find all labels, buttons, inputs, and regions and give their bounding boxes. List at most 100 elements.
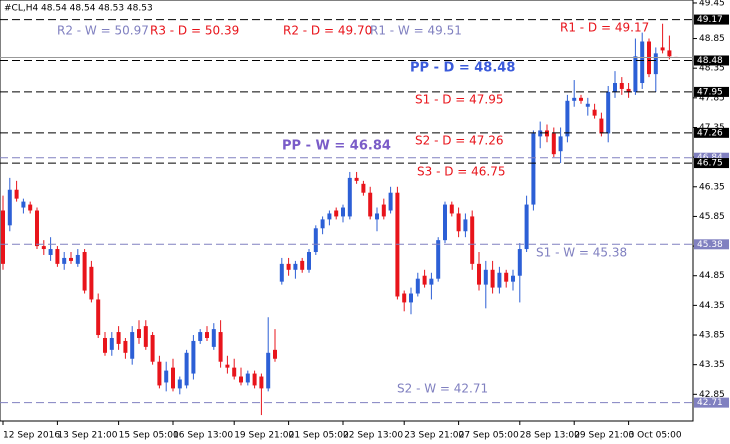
candle-body xyxy=(585,103,590,107)
candle-body xyxy=(456,213,461,232)
candle-body xyxy=(347,177,352,217)
y-tick-label: 44.35 xyxy=(699,301,725,311)
candle-body xyxy=(286,263,291,270)
level-label: R1 - D = 49.17 xyxy=(560,21,649,35)
level-box xyxy=(694,55,729,66)
candle-body xyxy=(130,332,135,359)
chart-header: #CL,H4 48.54 48.54 48.53 48.53 xyxy=(4,4,153,14)
candle-body xyxy=(361,183,366,193)
level-box xyxy=(694,152,729,163)
level-label: S2 - W = 42.71 xyxy=(397,382,488,396)
level-label: S2 - D = 47.26 xyxy=(415,134,504,148)
x-tick-label: 12 Sep 2016 xyxy=(3,431,60,441)
candle-body xyxy=(259,376,264,389)
candle-body xyxy=(409,293,413,303)
candle-body xyxy=(150,335,155,362)
level-value: 47.95 xyxy=(697,87,723,97)
candle-body xyxy=(137,329,141,338)
level-box xyxy=(694,14,729,25)
candle-body xyxy=(415,278,420,294)
candle-body xyxy=(171,367,175,389)
level-box xyxy=(694,158,729,169)
y-tick-label: 42.85 xyxy=(699,390,725,400)
candle-body xyxy=(177,379,182,389)
candle-body xyxy=(205,332,209,338)
candle-body xyxy=(524,204,529,250)
level-label: PP - W = 46.84 xyxy=(282,139,391,154)
level-label: R2 - D = 49.70 xyxy=(283,24,372,38)
candle-body xyxy=(143,326,148,347)
candle-body xyxy=(531,133,536,205)
candle-body xyxy=(517,249,522,276)
y-tick-label: 43.35 xyxy=(699,360,725,370)
candle-body xyxy=(443,204,447,241)
candle-body xyxy=(109,337,114,350)
candle-body xyxy=(483,269,488,285)
candle-body xyxy=(273,349,277,359)
candle-body xyxy=(313,228,318,253)
candle-body xyxy=(69,257,73,261)
x-tick-label: 21 Sep 05:00 xyxy=(289,431,349,441)
candle-body xyxy=(334,210,339,217)
candle-body xyxy=(198,332,203,341)
candle-body xyxy=(354,177,359,181)
candle-body xyxy=(293,263,298,270)
candle-body xyxy=(103,337,107,353)
candle-body xyxy=(660,47,665,51)
x-tick-label: 29 Sep 21:00 xyxy=(574,431,634,441)
y-tick-label: 48.85 xyxy=(699,34,725,44)
candle-body xyxy=(62,257,67,264)
candle-body xyxy=(211,329,216,347)
candle-body xyxy=(116,332,121,344)
candle-body xyxy=(477,263,481,285)
candle-body xyxy=(599,118,604,134)
level-box xyxy=(694,127,729,138)
level-value: 48.48 xyxy=(697,56,723,66)
x-tick-label: 3 Oct 05:00 xyxy=(629,431,682,441)
x-tick-label: 27 Sep 05:00 xyxy=(459,431,519,441)
candle-body xyxy=(96,299,101,336)
candle-body xyxy=(463,219,468,232)
candle-body xyxy=(449,204,454,214)
y-tick-label: 43.85 xyxy=(699,331,725,341)
candle-body xyxy=(606,91,611,134)
x-tick-label: 28 Sep 13:00 xyxy=(520,431,580,441)
candle-body xyxy=(164,370,169,383)
y-tick-label: 49.45 xyxy=(699,0,725,8)
candle-body xyxy=(490,269,495,288)
candle-body xyxy=(21,201,26,208)
x-tick-label: 16 Sep 13:00 xyxy=(173,431,233,441)
candle-body xyxy=(35,210,39,247)
candle-body xyxy=(375,213,379,220)
level-value: 45.38 xyxy=(697,240,723,250)
x-tick-label: 23 Sep 21:00 xyxy=(404,431,464,441)
candle-body xyxy=(245,373,250,383)
candle-body xyxy=(225,364,230,368)
x-tick-label: 13 Sep 21:00 xyxy=(57,431,117,441)
level-label: R3 - D = 50.39 xyxy=(150,24,239,38)
level-label: R1 - W = 49.51 xyxy=(370,24,462,38)
level-value: 47.26 xyxy=(697,128,723,138)
candle-body xyxy=(157,361,162,386)
level-box xyxy=(694,239,729,250)
candle-body xyxy=(497,272,502,288)
candle-body xyxy=(232,367,237,377)
x-tick-label: 15 Sep 05:00 xyxy=(119,431,179,441)
level-value: 46.75 xyxy=(697,159,723,169)
candle-body xyxy=(239,376,243,383)
candle-body xyxy=(75,254,80,264)
candle-body xyxy=(470,216,475,264)
candle-body xyxy=(381,204,386,217)
candle-body xyxy=(558,136,563,152)
level-value: 42.71 xyxy=(697,398,723,408)
candle-body xyxy=(538,130,543,137)
candle-body xyxy=(579,97,583,101)
candle-body xyxy=(551,133,556,155)
candle-body xyxy=(89,266,94,300)
y-tick-label: 46.35 xyxy=(699,182,725,192)
candle-body xyxy=(28,204,33,211)
candle-body xyxy=(82,252,87,291)
candle-body xyxy=(123,340,128,353)
candle-body xyxy=(572,97,577,101)
x-tick-label: 22 Sep 13:00 xyxy=(343,431,403,441)
